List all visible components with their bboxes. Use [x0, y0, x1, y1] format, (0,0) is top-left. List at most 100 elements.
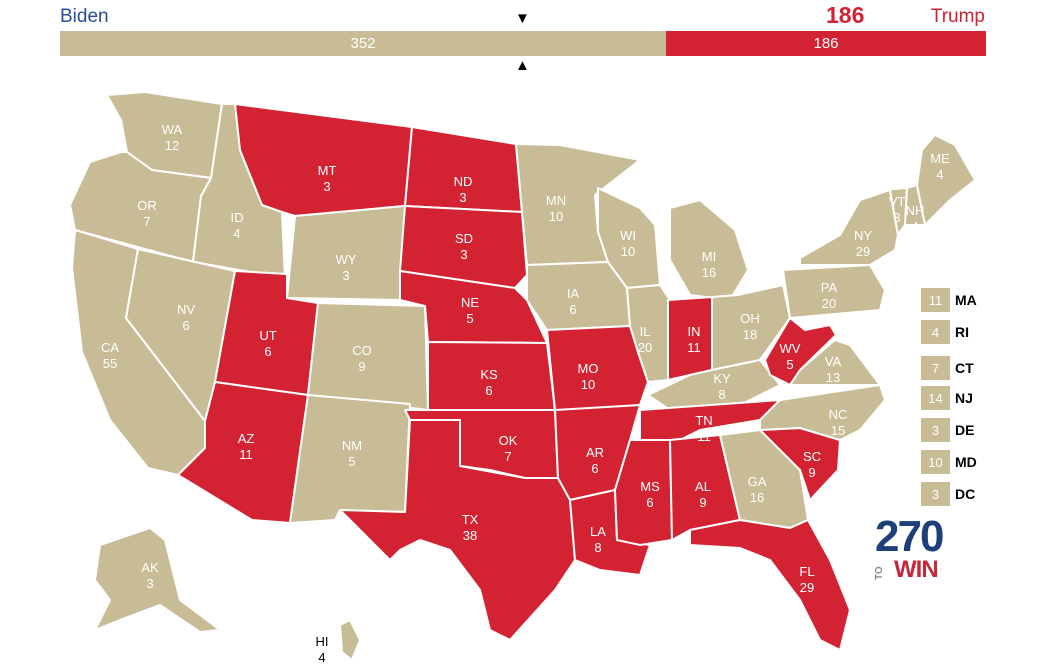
state-label-ia: IA	[567, 286, 580, 301]
small-state-ev-de[interactable]: 3	[921, 418, 950, 442]
state-mt[interactable]	[234, 103, 413, 217]
small-state-ev-ri[interactable]: 4	[921, 320, 950, 344]
state-label-tx: TX	[462, 512, 479, 527]
state-ev-tn: 11	[697, 429, 711, 444]
state-ev-sd: 3	[460, 247, 467, 262]
small-state-name-md: MD	[955, 454, 977, 470]
state-ev-tx: 38	[463, 528, 477, 543]
state-label-mo: MO	[578, 361, 599, 376]
270towin-logo: 270 TO WIN	[874, 512, 954, 583]
state-hi[interactable]	[339, 619, 361, 661]
state-ev-nh: 4	[911, 219, 918, 234]
biden-bar-segment: 352	[60, 31, 666, 56]
state-ak[interactable]	[94, 527, 221, 633]
state-ev-ga: 16	[750, 490, 764, 505]
state-ev-mn: 10	[549, 209, 563, 224]
state-label-az: AZ	[238, 431, 255, 446]
small-state-ev-ma[interactable]: 11	[921, 288, 950, 312]
state-label-ks: KS	[480, 367, 498, 382]
state-ev-wi: 10	[621, 244, 635, 259]
state-ev-az: 11	[239, 447, 253, 462]
state-ev-ia: 6	[569, 302, 576, 317]
state-label-ky: KY	[713, 371, 731, 386]
state-ev-ak: 3	[146, 576, 153, 591]
state-label-il: IL	[640, 324, 651, 339]
state-ev-nc: 15	[831, 423, 845, 438]
state-label-me: ME	[930, 151, 950, 166]
state-ev-ms: 6	[646, 495, 653, 510]
state-ev-la: 8	[594, 540, 601, 555]
small-state-ev-md[interactable]: 10	[921, 450, 950, 474]
state-tx[interactable]	[339, 419, 576, 641]
state-sd[interactable]	[399, 205, 528, 289]
small-state-name-dc: DC	[955, 486, 976, 502]
state-ev-or: 7	[143, 214, 150, 229]
trump-bar-segment: 186	[666, 31, 986, 56]
logo-win-text: WIN	[894, 556, 939, 583]
logo-to-text: TO	[874, 566, 885, 580]
state-ev-nd: 3	[459, 190, 466, 205]
state-label-al: AL	[695, 479, 711, 494]
state-label-ny: NY	[854, 228, 872, 243]
state-label-ak: AK	[141, 560, 159, 575]
state-label-wv: WV	[780, 341, 801, 356]
state-label-sc: SC	[803, 449, 821, 464]
state-label-mi: MI	[702, 249, 716, 264]
state-ev-mt: 3	[323, 179, 330, 194]
state-ev-va: 13	[826, 370, 840, 385]
state-ev-vt: 3	[893, 210, 900, 225]
trump-candidate-name: Trump	[930, 6, 985, 27]
state-label-nd: ND	[454, 174, 473, 189]
state-ev-ky: 8	[718, 387, 725, 402]
state-nc[interactable]	[759, 384, 886, 441]
state-ev-ok: 7	[504, 449, 511, 464]
state-ev-wv: 5	[786, 357, 793, 372]
state-label-wy: WY	[336, 252, 357, 267]
state-label-hi: HI	[316, 634, 329, 649]
state-label-sd: SD	[455, 231, 473, 246]
state-fl[interactable]	[689, 519, 851, 651]
state-label-oh: OH	[740, 311, 760, 326]
state-ev-mo: 10	[581, 377, 595, 392]
state-label-or: OR	[137, 198, 157, 213]
state-wv[interactable]	[764, 317, 837, 386]
state-label-nc: NC	[829, 407, 848, 422]
state-label-nv: NV	[177, 302, 195, 317]
state-ev-nm: 5	[348, 454, 355, 469]
state-ev-ut: 6	[264, 344, 271, 359]
state-label-tn: TN	[695, 413, 712, 428]
state-ev-in: 11	[687, 340, 701, 355]
small-state-ev-ct[interactable]: 7	[921, 356, 950, 380]
state-me[interactable]	[916, 134, 976, 226]
state-ev-co: 9	[358, 359, 365, 374]
state-label-wi: WI	[620, 228, 636, 243]
small-state-name-nj: NJ	[955, 390, 973, 406]
state-ev-id: 4	[233, 226, 240, 241]
state-il[interactable]	[626, 284, 671, 383]
logo-270-text: 270	[875, 512, 944, 561]
state-label-ms: MS	[640, 479, 660, 494]
win-threshold-marker-bottom: ▲	[515, 57, 530, 74]
state-label-ne: NE	[461, 295, 479, 310]
state-ev-pa: 20	[822, 296, 836, 311]
state-label-wa: WA	[162, 122, 183, 137]
state-ev-ks: 6	[485, 383, 492, 398]
state-ev-il: 20	[638, 340, 652, 355]
state-ev-ny: 29	[856, 244, 870, 259]
state-ev-wy: 3	[342, 268, 349, 283]
state-ev-mi: 16	[702, 265, 716, 280]
state-ny[interactable]	[799, 189, 899, 266]
biden-candidate-name: Biden	[60, 6, 109, 27]
state-mi[interactable]	[669, 199, 749, 301]
state-ev-me: 4	[936, 167, 943, 182]
state-ev-sc: 9	[808, 465, 815, 480]
state-label-nm: NM	[342, 438, 362, 453]
small-state-ev-dc[interactable]: 3	[921, 482, 950, 506]
state-label-ga: GA	[748, 474, 767, 489]
small-state-ev-nj[interactable]: 14	[921, 386, 950, 410]
state-ev-fl: 29	[800, 580, 814, 595]
state-ev-hi: 4	[318, 650, 325, 665]
state-vt[interactable]	[881, 187, 908, 236]
state-label-in: IN	[688, 324, 701, 339]
state-label-nh: NH	[906, 203, 925, 218]
